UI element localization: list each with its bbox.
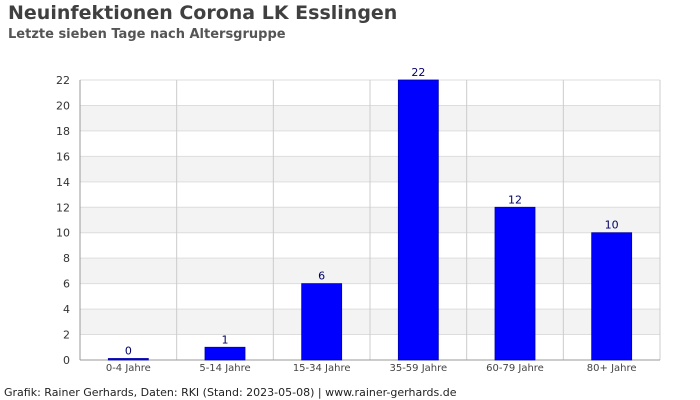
y-tick-label: 0 [63, 354, 70, 367]
chart-subtitle: Letzte sieben Tage nach Altersgruppe [8, 27, 286, 42]
y-tick-label: 12 [56, 201, 70, 214]
bar [591, 232, 633, 361]
y-tick-label: 18 [56, 125, 70, 138]
bar [107, 358, 149, 361]
x-tick-label: 35-59 Jahre [389, 363, 447, 374]
chart-title: Neuinfektionen Corona LK Esslingen [8, 2, 398, 24]
data-label: 1 [222, 333, 229, 346]
bar [301, 283, 343, 361]
y-tick-label: 2 [63, 329, 70, 342]
y-tick-label: 20 [56, 99, 70, 112]
y-tick-label: 6 [63, 278, 70, 291]
x-tick-label: 80+ Jahre [587, 363, 637, 374]
data-label: 0 [125, 345, 132, 358]
x-tick-label: 0-4 Jahre [106, 363, 151, 374]
y-tick-label: 14 [56, 176, 70, 189]
data-label: 10 [605, 219, 619, 232]
bar [494, 206, 536, 361]
chart-footer: Grafik: Rainer Gerhards, Daten: RKI (Sta… [4, 386, 457, 399]
y-tick-label: 22 [56, 74, 70, 87]
y-tick-label: 16 [56, 150, 70, 163]
x-tick-label: 15-34 Jahre [293, 363, 351, 374]
y-tick-label: 4 [63, 303, 70, 316]
data-label: 22 [411, 66, 425, 79]
data-label: 12 [508, 193, 522, 206]
y-tick-label: 10 [56, 227, 70, 240]
x-tick-label: 5-14 Jahre [199, 363, 250, 374]
bar [204, 346, 246, 361]
bar [397, 79, 439, 361]
y-tick-label: 8 [63, 252, 70, 265]
x-tick-label: 60-79 Jahre [486, 363, 544, 374]
data-label: 6 [318, 270, 325, 283]
